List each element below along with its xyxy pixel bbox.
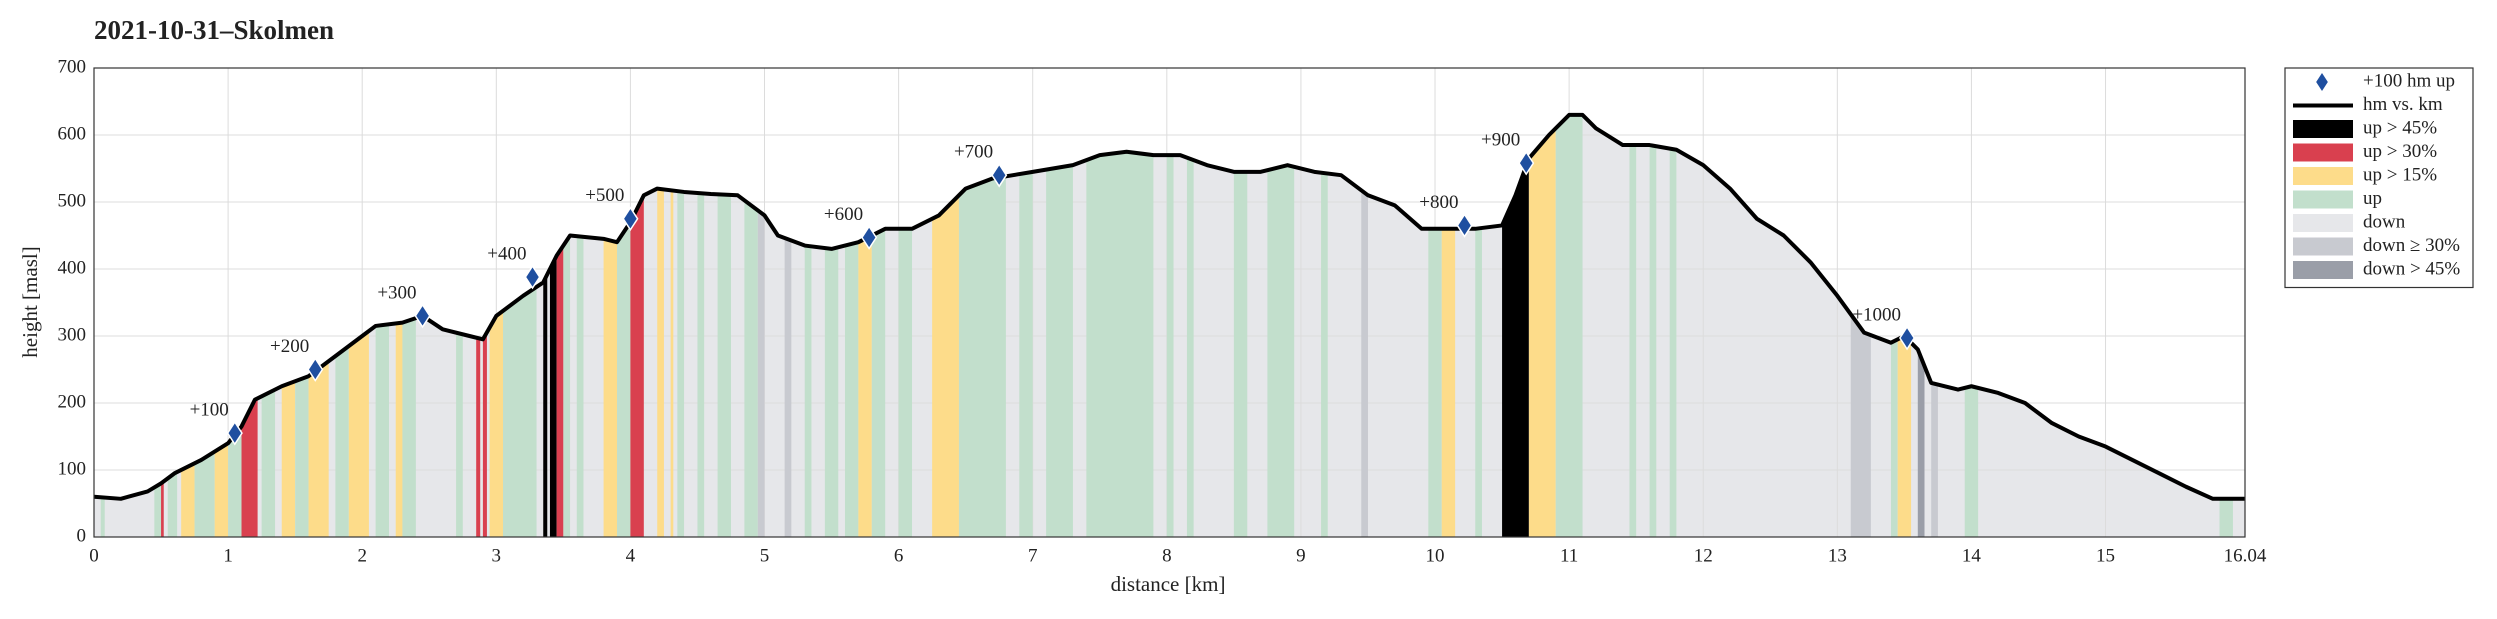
hm-marker-label: +100 [190,400,229,421]
hm-marker [524,264,541,290]
slope-band [657,114,664,537]
slope-band [744,114,758,537]
slope-band [1019,114,1033,537]
slope-band [1166,114,1174,537]
legend-swatch [2293,190,2353,209]
x-tick-label: 2 [357,545,367,566]
slope-band [556,114,564,537]
hm-marker-label: +400 [487,243,526,264]
legend-swatch [2293,237,2353,256]
slope-band [1086,114,1154,537]
slope-band [1555,114,1583,537]
slope-band [784,114,792,537]
legend-label: down [2363,211,2406,232]
slope-band [1267,114,1295,537]
plot-frame [93,67,2246,538]
slope-band [1361,114,1368,537]
legend-swatch [2293,167,2353,185]
slope-band [576,114,584,537]
y-tick-label: 700 [58,56,87,77]
y-tick-label: 300 [58,324,87,345]
slope-band [1046,114,1073,537]
slope-band [549,114,557,537]
hm-marker [1518,150,1535,176]
x-tick-label: 8 [1162,545,1172,566]
slope-band [677,114,685,537]
slope-band [563,114,571,537]
x-tick-label: 5 [760,545,770,566]
x-tick-label: 13 [1828,545,1847,566]
hm-marker [622,206,639,232]
hm-marker-label: +600 [824,204,863,225]
y-tick-label: 200 [58,391,87,412]
x-tick-label: 1 [223,545,233,566]
x-tick-label: 7 [1028,545,1038,566]
y-tick-label: 400 [58,257,87,278]
slope-band [1528,114,1556,537]
legend-label: up > 30% [2363,141,2437,162]
slope-band [395,114,403,537]
x-tick-label: 15 [2096,545,2115,566]
x-tick-label: 0 [89,545,99,566]
y-tick-label: 600 [58,123,87,144]
hm-marker [861,225,878,250]
y-axis-label: height [masl] [18,246,42,357]
slope-band [697,114,705,537]
hm-marker [307,357,324,382]
hm-marker-label: +500 [585,185,624,206]
hm-marker [991,162,1008,188]
legend-swatch [2293,120,2353,138]
slope-band [1649,114,1657,537]
hm-marker-label: +300 [377,282,416,303]
x-tick-label: 11 [1560,545,1578,566]
x-tick-label: 14 [1962,545,1982,566]
x-tick-label: 6 [894,545,904,566]
legend-label: up > 15% [2363,164,2437,185]
slope-band [1475,114,1482,537]
legend-label: up [2363,188,2382,209]
y-tick-label: 500 [58,190,87,211]
hm-marker-label: +1000 [1852,304,1901,325]
legend-swatch [2293,214,2353,232]
hm-marker [414,303,431,329]
slope-band [757,114,765,537]
slope-band [1186,114,1194,537]
legend-label: +100 hm up [2363,70,2455,91]
hm-marker [1456,213,1473,238]
legend-label: hm vs. km [2363,94,2443,115]
slope-band [717,114,731,537]
slope-band [1669,114,1677,537]
slope-band [1233,114,1248,537]
legend-swatch [2293,261,2353,279]
x-tick-label: 12 [1694,545,1713,566]
legend-label: up > 45% [2363,117,2437,138]
hm-marker-label: +900 [1481,129,1520,150]
hm-marker [226,420,243,446]
hm-marker [1899,325,1916,351]
slope-band [1629,114,1637,537]
x-tick-label: 16.04 [2224,545,2267,566]
hm-marker-label: +700 [954,142,993,163]
hm-marker-label: +200 [270,336,309,357]
y-tick-label: 0 [77,525,87,546]
x-axis-label: distance [km] [1111,572,1226,596]
x-tick-label: 9 [1296,545,1306,566]
hm-marker-label: +800 [1419,192,1458,213]
slope-band [670,114,674,537]
legend-swatch [2293,143,2353,162]
legend-label: down ≥ 30% [2363,235,2460,256]
x-tick-label: 4 [626,545,636,566]
slope-band [543,114,548,537]
slope-band [1321,114,1328,537]
x-tick-label: 10 [1426,545,1445,566]
chart-title: 2021-10-31–Skolmen [94,15,334,45]
slope-band [804,114,812,537]
legend-marker [2316,73,2328,91]
x-tick-label: 3 [492,545,502,566]
y-tick-label: 100 [58,458,87,479]
legend-label: down > 45% [2363,258,2460,279]
